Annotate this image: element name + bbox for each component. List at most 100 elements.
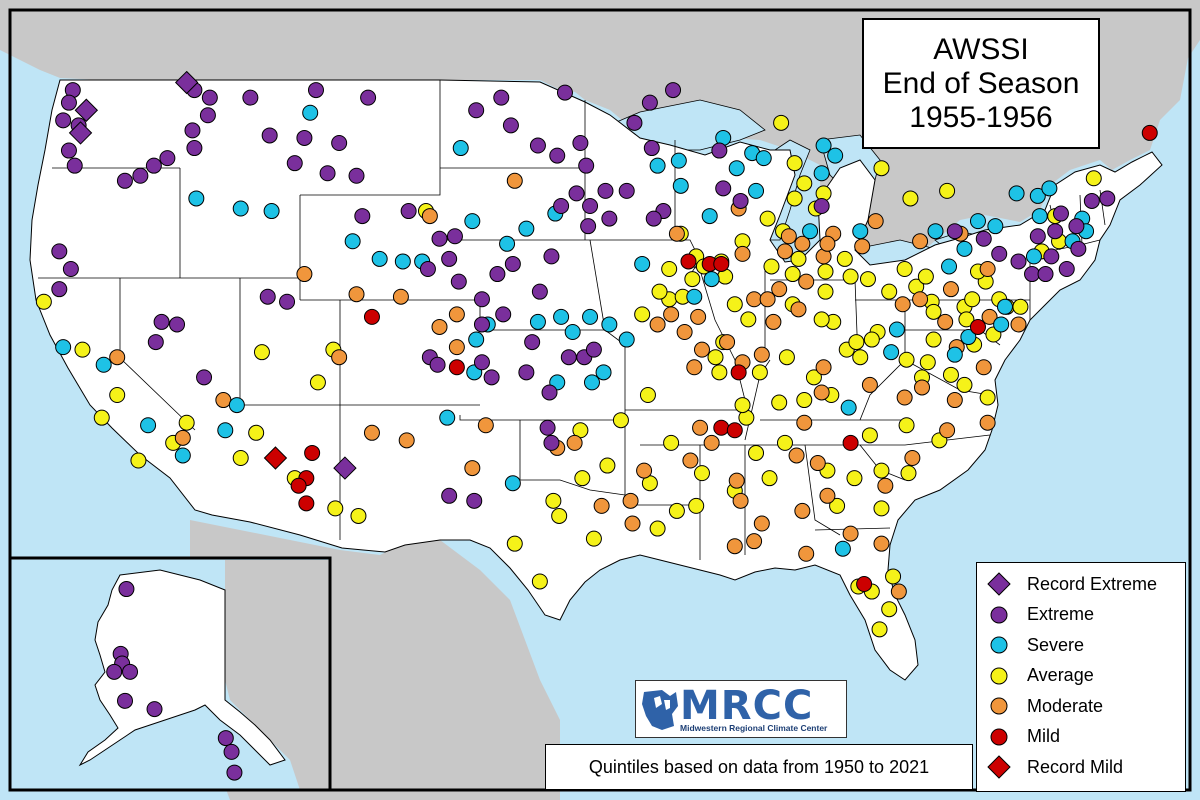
average-station-marker <box>842 268 859 285</box>
moderate-station-marker <box>937 313 954 330</box>
moderate-station-marker <box>593 497 610 514</box>
extreme-station-marker <box>331 135 348 151</box>
average-station-marker <box>784 266 801 283</box>
moderate-station-marker <box>392 288 409 305</box>
average-station-marker <box>612 412 629 429</box>
mild-station-marker <box>730 364 747 381</box>
moderate-station-marker <box>624 515 641 532</box>
average-station-marker <box>761 470 778 487</box>
average-station-marker <box>771 394 788 411</box>
average-station-marker <box>253 344 270 361</box>
average-station-marker <box>74 341 91 358</box>
average-station-marker <box>817 283 834 300</box>
average-station-marker <box>684 271 701 288</box>
extreme-station-marker <box>184 122 201 139</box>
severe-station-marker <box>649 157 666 174</box>
severe-station-marker <box>499 235 516 252</box>
average-station-marker <box>900 465 917 482</box>
severe-station-marker <box>140 417 157 434</box>
moderate-station-marker <box>873 535 890 552</box>
average-station-marker <box>309 374 326 391</box>
mild-station-marker <box>713 419 730 436</box>
extreme-station-marker <box>1083 192 1100 209</box>
average-station-marker <box>1085 170 1102 187</box>
extreme-station-marker <box>62 261 79 277</box>
average-station-marker <box>711 364 728 381</box>
moderate-station-marker <box>759 291 776 308</box>
extreme-station-marker <box>1099 190 1116 207</box>
average-station-marker <box>688 497 705 514</box>
moderate-station-marker <box>622 492 639 509</box>
extreme-station-marker <box>585 341 602 358</box>
average-station-marker <box>130 452 147 469</box>
average-station-marker <box>531 573 548 590</box>
extreme-station-marker <box>66 157 83 174</box>
mild-station-marker <box>298 495 315 512</box>
extreme-station-marker <box>572 135 589 151</box>
moderate-station-marker <box>896 389 913 406</box>
moderate-station-marker <box>809 455 826 472</box>
extreme-station-marker <box>296 129 313 146</box>
average-station-marker <box>759 210 776 227</box>
mild-station-marker <box>842 434 859 451</box>
severe-station-marker <box>813 165 830 182</box>
circle-marker-icon <box>985 604 1013 626</box>
extreme-station-marker <box>431 230 448 247</box>
extreme-station-marker <box>946 223 963 240</box>
severe-station-marker <box>439 409 456 426</box>
moderate-station-marker <box>979 414 996 431</box>
severe-station-marker <box>755 150 772 167</box>
moderate-station-marker <box>815 359 832 376</box>
extreme-station-marker <box>116 172 133 189</box>
moderate-station-marker <box>732 492 749 509</box>
extreme-station-marker <box>1043 248 1060 265</box>
mild-station-marker <box>856 576 873 592</box>
extreme-station-marker <box>466 492 483 509</box>
extreme-station-marker <box>147 334 164 351</box>
moderate-station-marker <box>788 447 805 464</box>
moderate-station-marker <box>398 432 415 449</box>
moderate-station-marker <box>690 308 707 325</box>
average-station-marker <box>848 334 865 351</box>
extreme-station-marker <box>60 142 77 159</box>
logo-subtitle: Midwestern Regional Climate Center <box>680 723 828 733</box>
moderate-station-marker <box>867 213 884 230</box>
moderate-station-marker <box>912 233 929 250</box>
moderate-station-marker <box>819 235 836 252</box>
legend-label: Extreme <box>1027 604 1095 625</box>
extreme-station-marker <box>568 185 585 202</box>
extreme-station-marker <box>60 94 77 111</box>
severe-station-marker <box>217 422 234 439</box>
average-station-marker <box>35 293 52 310</box>
average-station-marker <box>939 182 956 199</box>
extreme-station-marker <box>1058 261 1075 277</box>
moderate-station-marker <box>798 545 815 562</box>
extreme-station-marker <box>975 230 992 247</box>
average-station-marker <box>232 450 249 466</box>
severe-station-marker <box>174 447 191 464</box>
average-station-marker <box>740 311 757 328</box>
moderate-station-marker <box>819 487 836 504</box>
moderate-station-marker <box>746 291 763 308</box>
average-station-marker <box>861 427 878 444</box>
extreme-station-marker <box>1024 266 1041 283</box>
mrcc-logo: MRCC Midwestern Regional Climate Center <box>635 680 847 738</box>
extreme-station-marker <box>1037 266 1054 283</box>
extreme-station-marker <box>645 210 662 227</box>
alaska-land <box>78 569 286 767</box>
extreme-station-marker <box>348 167 365 184</box>
average-station-marker <box>796 175 813 192</box>
average-station-marker <box>545 492 562 509</box>
severe-station-marker <box>728 160 745 177</box>
extreme-station-marker <box>493 89 510 106</box>
average-station-marker <box>919 354 936 371</box>
moderate-station-marker <box>794 235 811 252</box>
average-station-marker <box>871 621 888 638</box>
extreme-station-marker <box>643 140 660 157</box>
record-extreme-diamond-marker <box>74 98 99 122</box>
severe-station-marker <box>969 213 986 230</box>
severe-station-marker <box>802 223 819 240</box>
average-station-marker <box>863 331 880 348</box>
moderate-station-marker <box>363 424 380 441</box>
extreme-station-marker <box>286 155 303 172</box>
